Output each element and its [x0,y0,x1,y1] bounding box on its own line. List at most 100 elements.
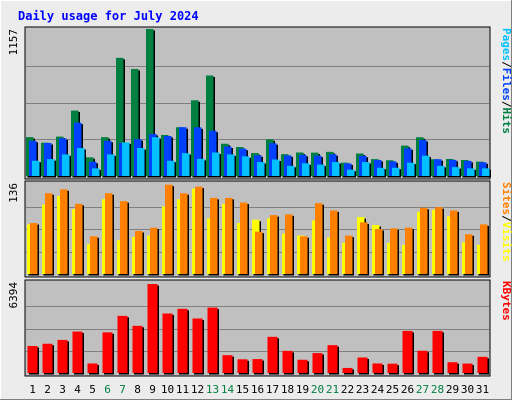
bar-sites [240,202,249,276]
bar-pages-fill [122,142,130,176]
bar-kbytes [117,315,129,375]
bar-sites-fill [420,207,428,274]
bar-pages [152,137,161,178]
bar-pages [107,154,116,178]
bar-kbytes [402,330,414,375]
bar-pages [452,167,461,178]
bar-pages-fill [197,158,205,176]
bar-pages [47,159,56,178]
bar-pages [392,167,401,178]
bar-files-fill [164,135,172,176]
bar-sites-fill [465,234,473,274]
bar-kbytes [312,353,324,375]
bar-kbytes [162,313,174,375]
bar-pages [137,148,146,178]
bars [26,29,491,178]
bar-pages [422,155,431,178]
bar-sites [60,189,69,276]
bar-hits [146,29,155,178]
bar-kbytes-fill [237,359,248,373]
legend: Pages/Files/Hits [500,28,512,134]
bar-sites [315,203,324,276]
bar-pages [467,168,476,178]
bar-kbytes-fill [312,353,323,373]
bar-sites [75,203,84,276]
day-label: 12 [191,383,204,396]
bar-kbytes-fill [27,345,38,373]
bar-sites-fill [225,197,233,274]
bar-sites [195,186,204,276]
bar-pages-fill [257,162,265,176]
bar-pages-fill [407,162,415,176]
y-max-label: 1157 [7,29,20,56]
bar-pages-fill [287,165,295,176]
bar-pages-fill [302,163,310,176]
bar-sites-fill [240,202,248,274]
bar-sites [90,236,99,276]
bar-pages [167,160,176,178]
bar-pages-fill [62,154,70,176]
bar-sites [390,228,399,276]
bar-pages [77,148,86,178]
bar-pages-fill [437,165,445,176]
bar-sites [270,215,279,276]
panel-kbytes: 6394 KBytes [7,279,512,377]
day-label: 16 [251,383,264,396]
bar-sites-fill [375,229,383,274]
bar-hits-fill [131,69,139,176]
legend-item-4: Hits [500,108,512,135]
day-label: 1 [29,383,36,396]
bar-sites-fill [150,227,158,274]
day-label: 15 [236,383,249,396]
bar-kbytes [177,308,189,375]
bar-sites-fill [195,186,203,274]
bar-kbytes-fill [477,356,488,373]
bar-pages [92,168,101,178]
bar-files-fill [284,155,292,176]
bar-sites [450,210,459,276]
bar-sites-fill [345,235,353,274]
bar-sites [225,197,234,276]
y-max-label: 136 [7,183,20,203]
bar-files [164,135,173,178]
bar-kbytes [147,284,159,375]
bar-pages-fill [227,154,235,176]
bar-files-fill [404,148,412,176]
bar-kbytes-fill [192,318,203,373]
chart-title: Daily usage for July 2024 [18,9,199,23]
bar-files-fill [194,127,202,176]
bar-sites [180,193,189,276]
bar-kbytes-fill [162,313,173,373]
bar-kbytes [27,345,39,375]
bar-pages-fill [47,159,55,176]
day-label: 25 [386,383,399,396]
legend: KBytes [500,281,512,321]
day-label: 10 [161,383,174,396]
bar-sites-fill [75,203,83,274]
bar-sites [465,234,474,276]
legend-item-1: / [500,215,512,222]
day-label: 29 [446,383,459,396]
day-label: 5 [89,383,96,396]
bar-pages [242,156,251,178]
bar-kbytes [432,330,444,375]
bar-sites-fill [390,228,398,274]
bar-kbytes-fill [252,359,263,373]
bar-sites-fill [450,210,458,274]
bar-kbytes [42,343,54,375]
day-label: 28 [431,383,444,396]
bar-pages [122,142,131,178]
bar-kbytes [477,356,489,375]
bar-hits [131,69,140,178]
bar-pages [332,162,341,178]
day-label: 30 [461,383,474,396]
bar-pages [302,163,311,178]
bar-sites [30,223,39,276]
y-max-label: 6394 [7,282,20,309]
bar-kbytes [342,367,354,375]
day-label: 6 [104,383,111,396]
bar-pages-fill [182,153,190,176]
bar-pages [437,165,446,178]
day-label: 22 [341,383,354,396]
